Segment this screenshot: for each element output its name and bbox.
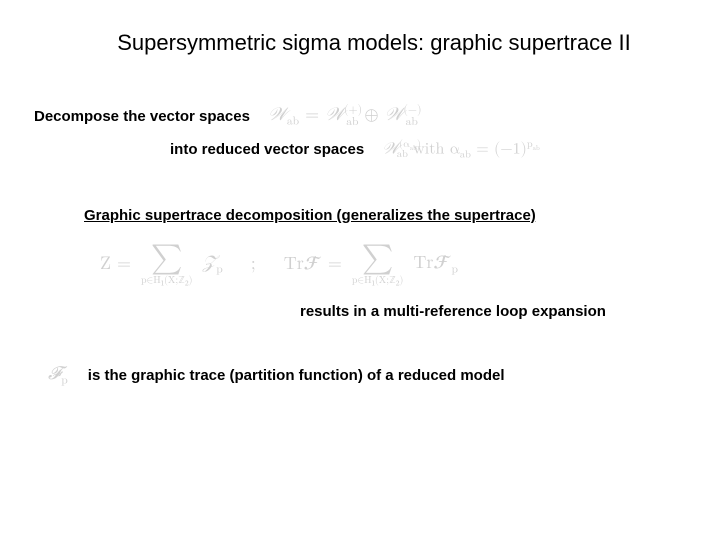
math-with: with [408,141,450,157]
row-main-equation: Z = ∑ p∈H₁(X;ℤ₂) 𝒵p ; Tr𝓕 = ∑ p∈H₁(X;ℤ₂)… [100,243,680,285]
decompose-equation: 𝒲ab = 𝒲(+)ab ⊕ 𝒲(−)ab [268,104,418,129]
sigma-icon: ∑ p∈H₁(X;ℤ₂) [352,243,404,285]
math-sub: ab [397,150,408,160]
math-sub: ab [406,117,418,128]
math-sup: pab [527,140,540,150]
reduced-label: into reduced vector spaces [170,141,364,158]
math-sub: ab [460,150,471,160]
math-eq: = (−1) [471,141,527,157]
row-results: results in a multi-reference loop expans… [300,303,680,321]
math-TrFp: Tr𝓕p [413,252,458,277]
math-Fp: 𝓕 [48,363,61,383]
math-TrF: Tr𝓕 = [284,253,342,275]
slide-title: Supersymmetric sigma models: graphic sup… [68,30,680,56]
math-sep: ; [251,253,256,275]
final-symbol: 𝓕p [48,363,68,388]
row-final: 𝓕p is the graphic trace (partition funct… [48,363,680,388]
main-equation: Z = ∑ p∈H₁(X;ℤ₂) 𝒵p ; Tr𝓕 = ∑ p∈H₁(X;ℤ₂)… [100,243,458,285]
math-W: 𝒲 [268,104,287,124]
final-label: is the graphic trace (partition function… [88,367,505,384]
math-eq: = [299,106,325,124]
math-oplus: ⊕ [359,106,385,124]
math-Zp: 𝒵p [203,252,223,277]
row-decomposition-heading: Graphic supertrace decomposition (genera… [84,207,680,225]
math-sub: ab [287,117,299,128]
row-decompose: Decompose the vector spaces 𝒲ab = 𝒲(+)ab… [34,104,680,129]
row-reduced: into reduced vector spaces 𝒲(αab)ab with… [170,139,680,162]
math-W: 𝒲 [325,104,344,124]
reduced-equation: 𝒲(αab)ab with αab = (−1)pab [382,139,540,162]
math-sup: (−) [403,105,421,116]
math-sum-domain: p∈H₁(X;ℤ₂) [352,275,404,285]
math-sub: p [61,376,68,387]
math-W: 𝒲 [385,104,404,124]
results-label: results in a multi-reference loop expans… [300,303,606,320]
decompose-label: Decompose the vector spaces [34,108,250,125]
math-alpha: α [450,141,460,157]
slide: Supersymmetric sigma models: graphic sup… [0,0,720,540]
decomposition-heading: Graphic supertrace decomposition (genera… [84,207,536,224]
math-sum-domain: p∈H₁(X;ℤ₂) [141,275,193,285]
math-Z: Z = [100,253,131,275]
sigma-icon: ∑ p∈H₁(X;ℤ₂) [141,243,193,285]
math-sub: ab [346,117,358,128]
